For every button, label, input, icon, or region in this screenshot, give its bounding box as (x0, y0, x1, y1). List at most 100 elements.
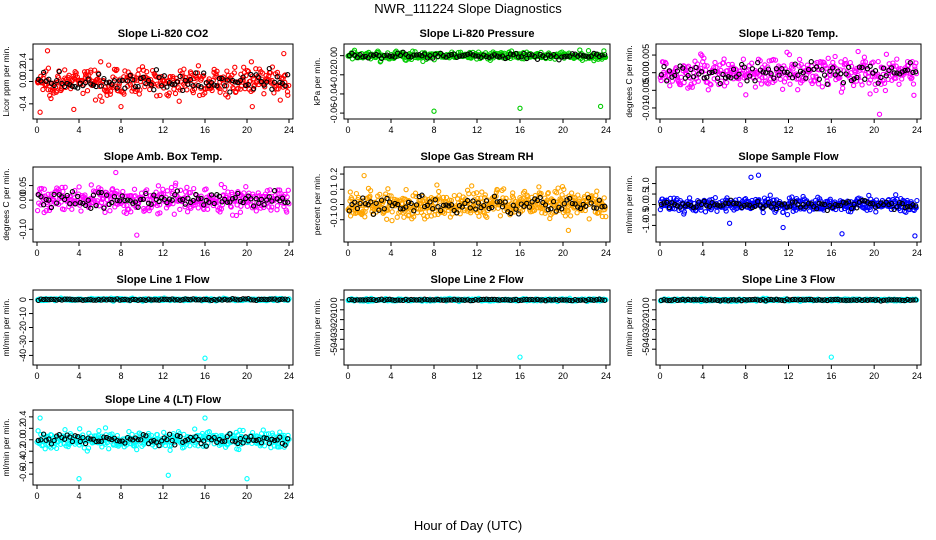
reference-point (747, 297, 753, 303)
reference-point (499, 296, 506, 303)
reference-point (430, 297, 436, 303)
reference-point (733, 297, 739, 303)
reference-point (75, 297, 81, 303)
reference-point (808, 296, 814, 303)
data-point (602, 54, 609, 61)
outlier-point (361, 172, 367, 179)
reference-point (510, 52, 516, 58)
reference-point (803, 75, 809, 81)
y-tick-label: -0.04 (329, 84, 339, 105)
x-tick-label: 0 (345, 248, 350, 258)
reference-point (279, 296, 286, 302)
reference-point (117, 297, 123, 303)
reference-point (602, 297, 608, 303)
reference-point (90, 297, 97, 303)
reference-point (195, 82, 202, 89)
reference-point (51, 191, 57, 198)
data-point (467, 210, 474, 216)
reference-point (722, 75, 729, 81)
data-point (42, 446, 48, 452)
reference-point (216, 296, 223, 302)
y-tick-label: -10 (329, 303, 339, 316)
reference-point (771, 75, 777, 81)
data-point (567, 213, 574, 219)
data-point (277, 97, 283, 103)
reference-point (899, 297, 905, 304)
reference-point (269, 296, 275, 302)
reference-point (130, 200, 136, 206)
reference-point (132, 296, 139, 303)
data-point (245, 68, 252, 75)
reference-point (245, 81, 251, 88)
reference-point (591, 205, 597, 211)
y-tick-label: -0.5 (641, 207, 651, 223)
reference-point (56, 296, 62, 303)
reference-point (93, 297, 99, 303)
data-point (872, 81, 878, 87)
reference-point (888, 297, 895, 303)
reference-point (529, 296, 535, 303)
reference-point (227, 297, 233, 303)
y-tick-label: 0.1 (329, 183, 339, 196)
data-point (69, 206, 75, 212)
reference-point (838, 71, 844, 77)
x-tick-label: 12 (472, 125, 482, 135)
data-point (894, 196, 900, 203)
reference-point (688, 297, 694, 303)
reference-point (854, 205, 860, 211)
reference-point (824, 207, 830, 214)
reference-point (240, 199, 246, 206)
data-point (167, 447, 173, 453)
reference-point (140, 297, 146, 303)
reference-point (819, 297, 825, 303)
reference-point (497, 199, 503, 205)
reference-point (585, 296, 592, 303)
reference-point (779, 202, 785, 208)
reference-point (567, 297, 573, 304)
data-point (367, 193, 373, 199)
reference-point (556, 297, 562, 303)
data-point (153, 74, 159, 80)
reference-point (456, 53, 463, 59)
x-tick-label: 24 (912, 125, 922, 135)
data-point (347, 213, 354, 219)
reference-point (470, 52, 476, 58)
reference-point (266, 296, 272, 302)
data-point (838, 59, 844, 65)
data-point (787, 81, 793, 87)
reference-point (365, 55, 371, 61)
reference-point (513, 206, 519, 212)
data-point (218, 181, 224, 188)
reference-point (456, 202, 463, 209)
reference-point (725, 200, 731, 207)
data-point (155, 183, 162, 189)
reference-point (701, 75, 707, 81)
reference-point (119, 193, 125, 199)
reference-point (370, 52, 377, 58)
data-point (848, 63, 855, 70)
reference-point (674, 203, 681, 209)
y-tick-label: 0.05 (18, 177, 28, 195)
data-point (362, 214, 368, 220)
reference-point (486, 296, 492, 303)
reference-point (720, 71, 726, 78)
data-point (603, 213, 609, 220)
reference-point (875, 202, 881, 209)
reference-point (714, 297, 721, 304)
reference-point (258, 296, 265, 303)
reference-point (164, 296, 170, 302)
data-point (114, 66, 120, 73)
reference-point (405, 297, 412, 303)
data-point (689, 84, 695, 90)
reference-point (122, 296, 128, 303)
data-point (235, 85, 241, 92)
reference-point (169, 197, 175, 203)
data-point (232, 64, 238, 70)
reference-point (664, 297, 670, 303)
reference-point (494, 297, 500, 303)
reference-point (148, 82, 154, 88)
reference-point (177, 197, 183, 203)
reference-point (704, 203, 710, 209)
reference-point (285, 297, 291, 303)
reference-point (440, 202, 447, 209)
